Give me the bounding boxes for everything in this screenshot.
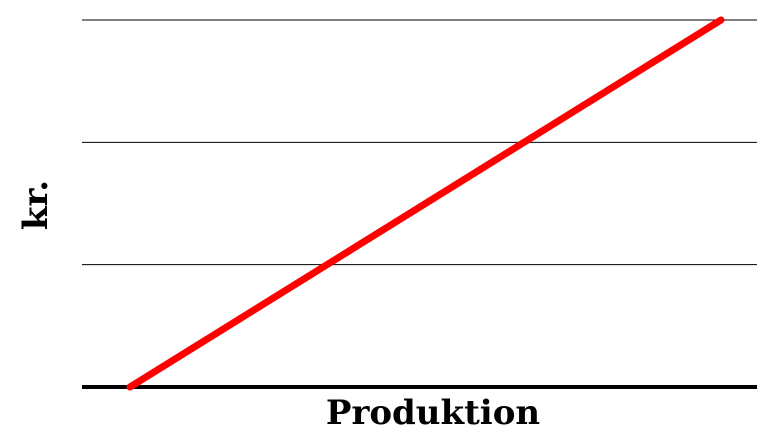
- series-line-1: [126, 16, 725, 391]
- gridlines: [82, 19, 757, 266]
- y-axis-label: kr.: [16, 180, 56, 230]
- series-layer: [126, 16, 725, 391]
- x-axis-label: Produktion: [326, 393, 540, 426]
